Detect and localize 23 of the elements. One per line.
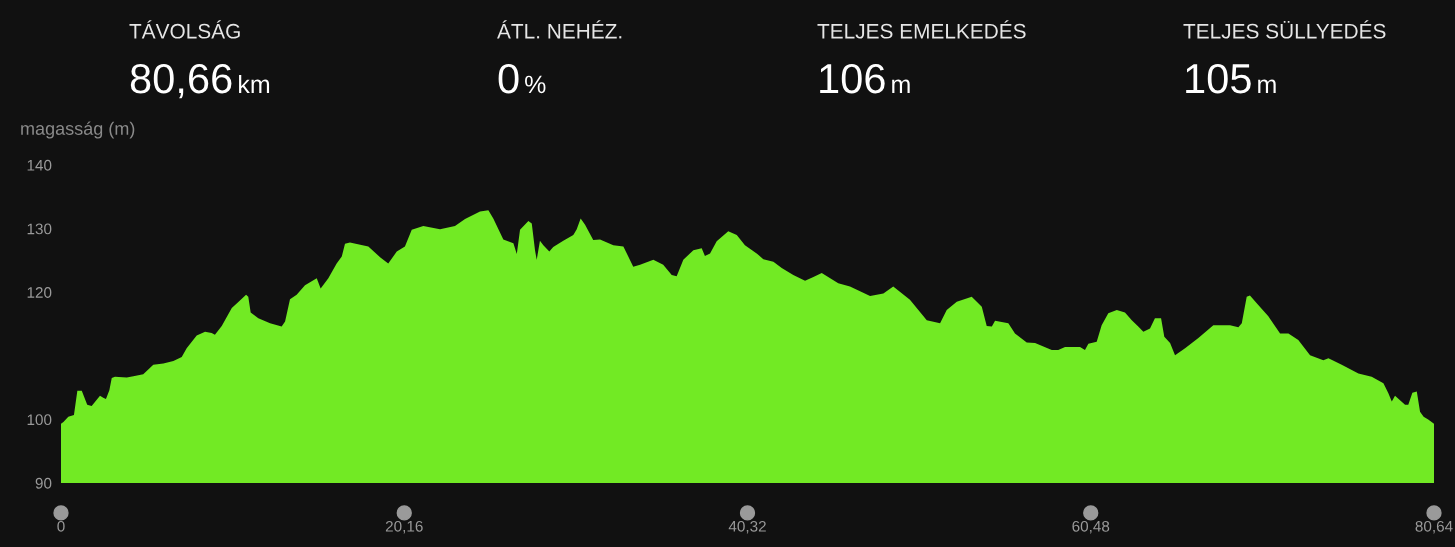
text: TELJES EMELKEDÉS — [817, 20, 1026, 39]
x-tick-label: 40,32 — [728, 520, 766, 534]
text: ÁTL. NEHÉZ. — [497, 20, 622, 39]
y-tick-label: 100 — [27, 414, 52, 426]
y-tick-label: 130 — [27, 223, 52, 235]
text: 0 — [498, 63, 519, 94]
y-tick-label: 140 — [27, 159, 52, 171]
text: % — [525, 75, 546, 94]
y-axis-title: magasság (m) — [21, 121, 135, 139]
text: 106 — [820, 63, 885, 94]
text: km — [239, 74, 270, 93]
text: 80,66 — [130, 63, 232, 99]
y-tick-label: 90 — [35, 477, 52, 489]
x-tick-label: 60,48 — [1072, 520, 1110, 534]
x-tick-label: 20,16 — [385, 520, 423, 534]
x-tick-label: 80,64 — [1415, 520, 1453, 534]
y-tick-label: 120 — [27, 287, 52, 298]
text: m — [892, 79, 910, 93]
text: m — [1258, 79, 1276, 93]
x-tick-label: 0 — [57, 520, 65, 532]
text: 105 — [1186, 63, 1251, 94]
text: TÁVOLSÁG — [129, 20, 240, 39]
text: TELJES SÜLLYEDÉS — [1183, 20, 1386, 39]
